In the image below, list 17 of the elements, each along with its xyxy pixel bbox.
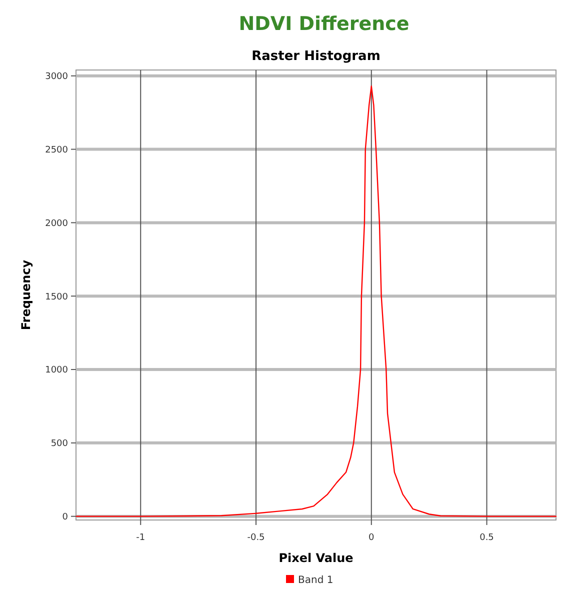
x-tick-label: -0.5 — [247, 533, 265, 543]
chart-title: NDVI Difference — [238, 13, 410, 35]
line-series — [75, 86, 557, 517]
y-tick-label: 500 — [50, 439, 68, 450]
x-tick-label: -1 — [136, 533, 146, 543]
y-tick-label: 1000 — [45, 366, 68, 376]
x-tick-label: 0 — [368, 533, 375, 543]
y-tick-label: 3000 — [45, 72, 68, 82]
y-axis-title: Frequency — [19, 260, 33, 330]
y-tick-label: 2500 — [45, 145, 68, 156]
y-tick-label: 0 — [62, 512, 68, 522]
chart-subtitle: Raster Histogram — [252, 49, 380, 64]
y-tick-label: 2000 — [45, 218, 68, 229]
y-tick-label: 1500 — [45, 292, 68, 302]
x-axis-title: Pixel Value — [278, 551, 354, 565]
x-tick-label: 0.5 — [480, 533, 494, 543]
legend-label: Band 1 — [298, 575, 334, 586]
